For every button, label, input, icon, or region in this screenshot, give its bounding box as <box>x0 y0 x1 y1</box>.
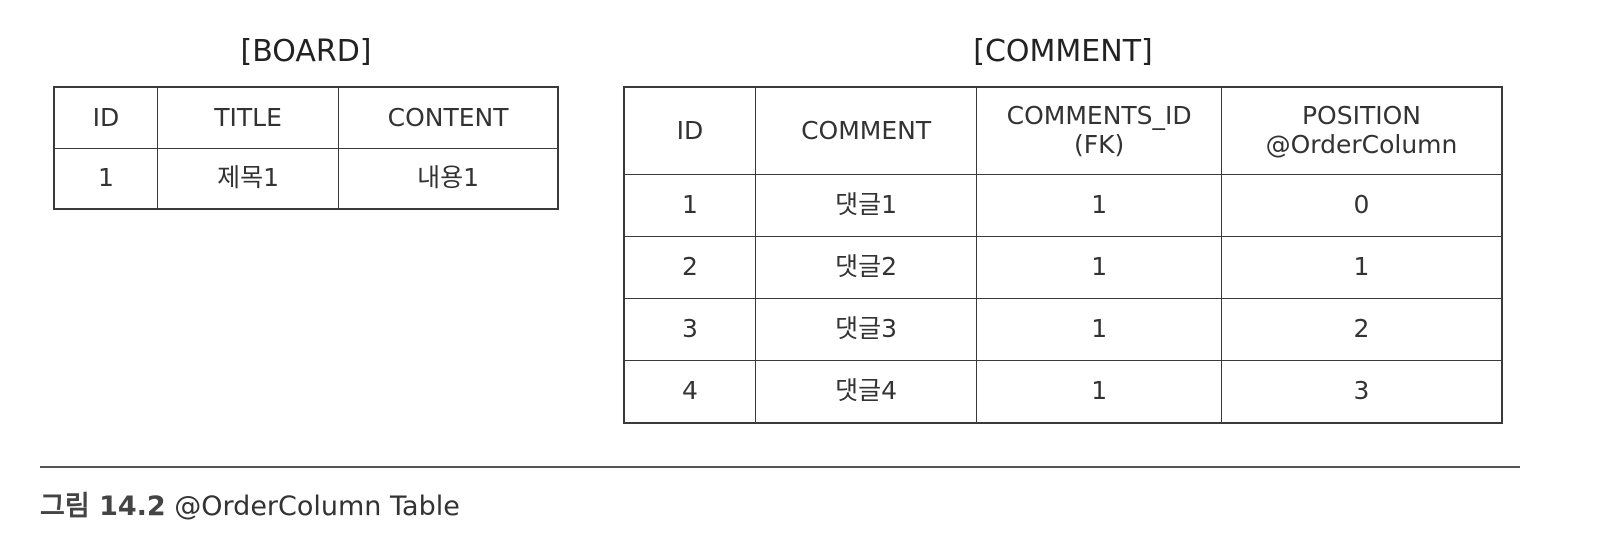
comment-cell-comments-id: 1 <box>976 360 1222 424</box>
comment-cell-id: 1 <box>623 174 756 237</box>
comment-cell-position: 1 <box>1220 236 1503 299</box>
comment-cell-comments-id: 1 <box>976 174 1222 237</box>
board-header-content: CONTENT <box>338 86 559 149</box>
comment-table-title: [COMMENT] <box>973 34 1153 69</box>
comment-cell-comment: 댓글3 <box>754 298 978 361</box>
comment-cell-comments-id: 1 <box>976 298 1222 361</box>
comment-header-id-label: ID <box>676 115 704 145</box>
comment-header-ordercolumn-label: @OrderColumn <box>1265 130 1458 159</box>
comment-cell-id: 4 <box>623 360 756 424</box>
comment-cell-id: 3 <box>623 298 756 361</box>
figure-caption: 그림 14.2 @OrderColumn Table <box>40 484 460 523</box>
comment-header-fk-label: (FK) <box>1074 130 1125 159</box>
table-row: 1 제목1 내용1 <box>53 148 559 210</box>
comment-cell-comments-id: 1 <box>976 236 1222 299</box>
figure-caption-text: @OrderColumn Table <box>174 491 460 522</box>
caption-divider <box>40 466 1520 468</box>
comment-header-id: ID <box>623 86 756 175</box>
comment-cell-comment: 댓글4 <box>754 360 978 424</box>
table-row: 4 댓글4 1 3 <box>623 360 1503 424</box>
comment-cell-position: 2 <box>1220 298 1503 361</box>
board-cell-content: 내용1 <box>338 148 559 210</box>
comment-header-row: ID COMMENT COMMENTS_ID (FK) POSITION @Or… <box>623 86 1503 175</box>
board-header-title: TITLE <box>156 86 340 149</box>
comment-header-position-label: POSITION <box>1301 101 1421 131</box>
board-header-row: ID TITLE CONTENT <box>53 86 559 149</box>
table-row: 3 댓글3 1 2 <box>623 298 1503 361</box>
table-row: 2 댓글2 1 1 <box>623 236 1503 299</box>
comment-cell-comment: 댓글1 <box>754 174 978 237</box>
comment-cell-position: 0 <box>1220 174 1503 237</box>
figure-number: 그림 14.2 <box>40 491 166 522</box>
comment-header-comment: COMMENT <box>754 86 978 175</box>
comment-table: ID COMMENT COMMENTS_ID (FK) POSITION @Or… <box>623 86 1503 424</box>
comment-header-comment-label: COMMENT <box>801 115 932 145</box>
comment-cell-comment: 댓글2 <box>754 236 978 299</box>
comment-header-position: POSITION @OrderColumn <box>1220 86 1503 175</box>
comment-header-comments-id-label: COMMENTS_ID <box>1006 101 1192 131</box>
comment-cell-position: 3 <box>1220 360 1503 424</box>
board-table: ID TITLE CONTENT 1 제목1 내용1 <box>53 86 559 210</box>
board-cell-title: 제목1 <box>156 148 340 210</box>
board-cell-id: 1 <box>53 148 158 210</box>
comment-header-comments-id: COMMENTS_ID (FK) <box>976 86 1222 175</box>
board-table-title: [BOARD] <box>240 34 372 69</box>
table-row: 1 댓글1 1 0 <box>623 174 1503 237</box>
board-header-id: ID <box>53 86 158 149</box>
comment-cell-id: 2 <box>623 236 756 299</box>
